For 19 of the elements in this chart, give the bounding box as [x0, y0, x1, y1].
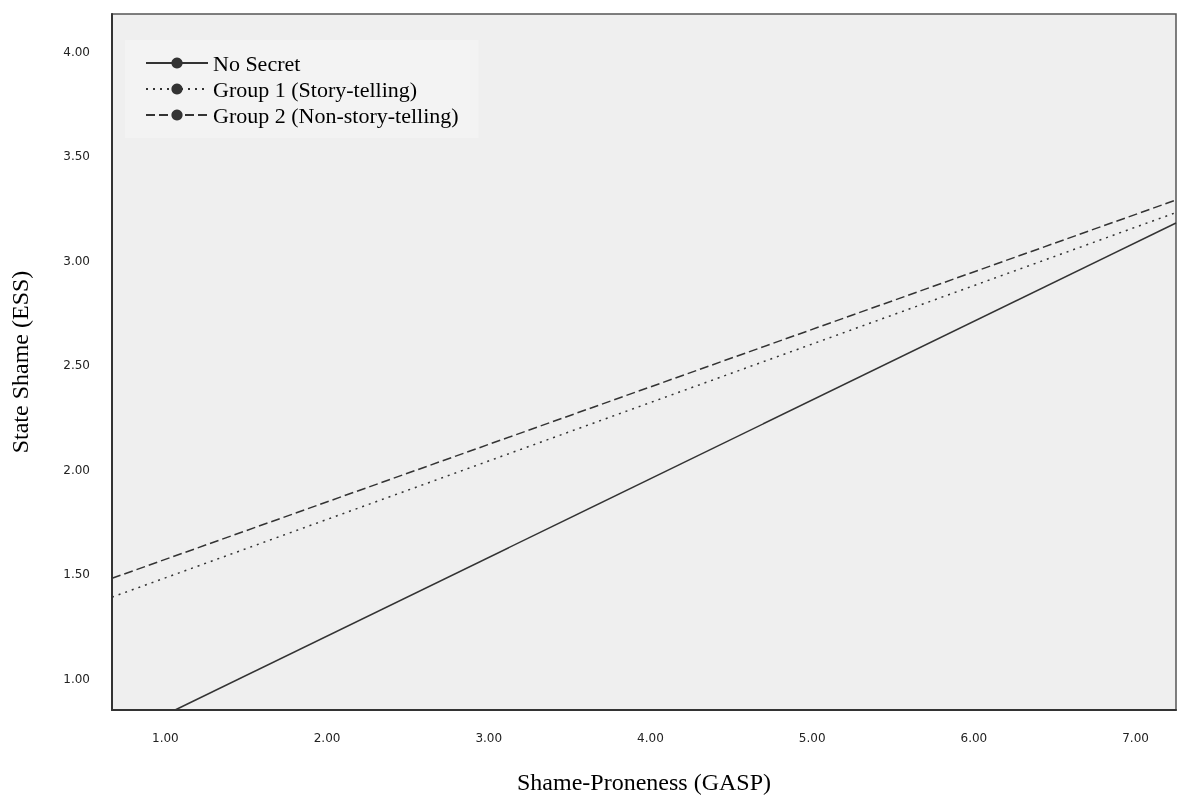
legend-label: Group 2 (Non-story-telling) — [213, 102, 459, 128]
x-tick-label: 2.00 — [313, 731, 341, 745]
x-tick-label: 7.00 — [1122, 731, 1149, 745]
x-tick-label: 4.00 — [637, 731, 664, 745]
y-tick-label: 2.00 — [63, 462, 90, 477]
y-tick-label: 2.50 — [63, 358, 90, 373]
y-tick-label: 1.00 — [63, 671, 90, 686]
x-axis-title: Shame-Proneness (GASP) — [517, 769, 771, 795]
x-tick-label: 5.00 — [798, 731, 826, 745]
y-tick-label: 3.50 — [63, 149, 90, 164]
y-tick-label: 3.00 — [63, 253, 90, 268]
x-tick-label: 1.00 — [152, 731, 179, 745]
x-tick-label: 3.00 — [475, 731, 503, 745]
y-tick-label: 1.50 — [63, 567, 90, 582]
y-tick-label: 4.00 — [63, 44, 90, 59]
y-axis-title: State Shame (ESS) — [7, 270, 33, 454]
x-tick-label: 6.00 — [960, 731, 988, 745]
legend-label: No Secret — [213, 50, 301, 76]
legend-label: Group 1 (Story-telling) — [213, 76, 418, 102]
